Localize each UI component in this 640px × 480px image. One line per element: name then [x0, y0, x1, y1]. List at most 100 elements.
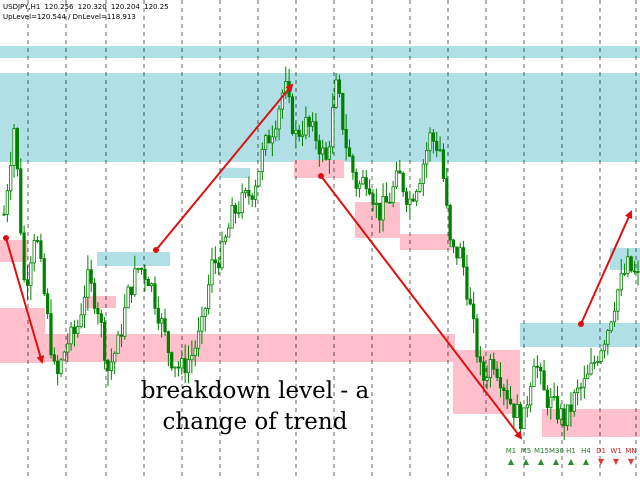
zone-layer	[0, 46, 640, 437]
close-price: 120.25	[144, 3, 169, 11]
candle-body-bear	[156, 307, 160, 324]
candle-body-bear	[106, 359, 110, 372]
candle-body-bear	[354, 171, 358, 189]
candle-body-bull	[253, 185, 258, 200]
timeframe-label: D1	[596, 447, 606, 455]
timeframe-m1: M1 ▲	[504, 447, 518, 466]
candle-body-bear	[297, 129, 301, 137]
candle-body-bear	[143, 268, 147, 280]
candle-body-bull	[126, 286, 130, 309]
candle-body-bear	[324, 147, 328, 160]
candle-body-bull	[12, 128, 16, 166]
timeframe-label: W1	[610, 447, 622, 455]
candle-body-bull	[415, 190, 419, 202]
candle-body-bear	[411, 198, 415, 202]
timeframe-label: M5	[520, 447, 532, 455]
candle-body-bear	[431, 132, 435, 142]
candle-body-bear	[518, 404, 523, 429]
candle-body-bull	[76, 326, 80, 334]
candle-body-bull	[374, 202, 378, 205]
candle-body-bull	[149, 283, 154, 287]
candle-body-bear	[364, 177, 368, 190]
timeframe-label: M30	[549, 447, 564, 455]
candle-body-bear	[89, 269, 93, 284]
candle-body-bear	[629, 256, 633, 272]
candle-body-bear	[119, 334, 124, 337]
candle-body-bear	[2, 213, 6, 216]
candle-body-bear	[146, 278, 150, 287]
candle-body-bear	[347, 147, 352, 157]
candle-body-bull	[532, 365, 536, 387]
candle-body-bear	[435, 140, 439, 151]
candle-body-bear	[15, 128, 20, 170]
candle-body-bull	[196, 330, 201, 349]
candle-body-bear	[96, 307, 100, 315]
candle-body-bull	[331, 107, 335, 148]
candle-body-bear	[368, 188, 372, 195]
candle-body-bull	[173, 366, 177, 369]
candle-body-bear	[508, 398, 513, 405]
support-zone	[355, 202, 400, 238]
candle-body-bear	[39, 240, 43, 259]
candle-body-bear	[166, 331, 170, 353]
candle-body-bear	[72, 326, 77, 334]
candle-body-bear	[404, 191, 409, 205]
candle-body-bear	[267, 135, 271, 144]
candle-body-bull	[280, 92, 285, 110]
symbol-timeframe: USDJPY,H1	[3, 3, 41, 11]
candle-body-bull	[180, 358, 184, 369]
candle-body-bull	[210, 259, 214, 286]
candle-body-bull	[207, 284, 211, 309]
candle-body-bull	[488, 359, 493, 379]
candle-body-bull	[609, 321, 613, 332]
timeframe-d1: D1 ▼	[594, 447, 608, 466]
candle-body-bull	[602, 343, 607, 352]
candle-body-bear	[384, 196, 389, 203]
up-arrow-icon: ▲	[552, 457, 560, 466]
candle-body-bear	[351, 155, 355, 173]
candle-body-bull	[270, 136, 274, 144]
candle-body-bull	[300, 134, 305, 137]
up-arrow-icon: ▲	[567, 457, 575, 466]
candle-body-bull	[113, 352, 117, 363]
down-arrow-icon: ▼	[612, 457, 620, 466]
candle-body-bull	[357, 183, 362, 189]
candle-body-bear	[99, 313, 103, 323]
candle-body-bull	[136, 267, 140, 270]
candle-body-bull	[220, 241, 224, 269]
candle-body-bear	[492, 359, 496, 370]
candle-body-bear	[401, 172, 405, 193]
candle-body-bear	[153, 283, 157, 309]
candle-body-bear	[562, 408, 566, 427]
trend-arrow	[155, 83, 294, 251]
candle-body-bear	[139, 267, 144, 270]
candle-body-bear	[19, 168, 23, 234]
trend-arrow	[5, 237, 45, 364]
down-arrow-icon: ▼	[627, 457, 635, 466]
candle-body-bull	[274, 128, 278, 138]
candle-body-bull	[612, 310, 617, 323]
candle-body-bull	[572, 392, 576, 412]
candle-body-bull	[582, 378, 586, 388]
candle-body-bull	[311, 121, 315, 127]
candle-body-bull	[425, 149, 429, 165]
candle-body-bear	[539, 366, 543, 372]
candle-body-bear	[337, 79, 342, 94]
candle-body-bear	[170, 352, 174, 369]
timeframe-mn: MN ▼	[624, 447, 638, 466]
candle-body-bear	[213, 259, 217, 264]
candle-body-bear	[176, 366, 181, 369]
candle-body-bull	[458, 247, 462, 259]
candle-layer	[2, 66, 640, 441]
candle-body-bear	[290, 96, 295, 134]
candle-body-bear	[217, 262, 221, 269]
candle-body-bull	[576, 387, 580, 394]
candle-body-bull	[321, 147, 325, 155]
candle-body-bear	[502, 387, 506, 391]
candle-body-bear	[183, 358, 187, 374]
candle-body-bull	[381, 196, 385, 221]
candle-body-bear	[378, 202, 382, 221]
candle-body-bear	[555, 396, 560, 420]
